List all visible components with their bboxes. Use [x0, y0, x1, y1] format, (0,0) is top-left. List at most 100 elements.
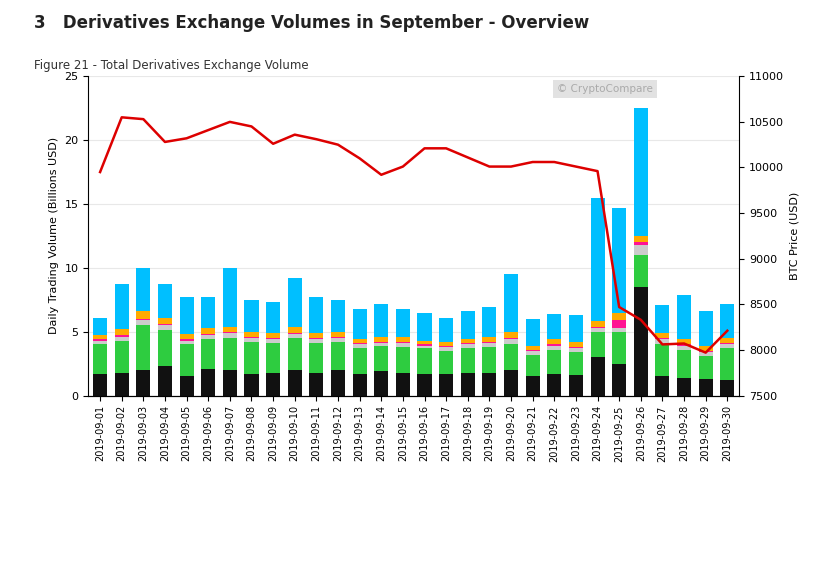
Bar	[180, 341, 194, 345]
Bar	[720, 303, 734, 338]
Bar	[633, 242, 648, 245]
Bar	[461, 343, 475, 345]
Bar	[417, 312, 432, 341]
Bar	[136, 325, 150, 370]
Bar	[331, 370, 345, 395]
Bar	[461, 345, 475, 348]
Text: © CryptoCompare: © CryptoCompare	[557, 84, 653, 94]
Bar	[677, 350, 691, 377]
Bar	[353, 348, 366, 374]
Bar	[482, 307, 496, 337]
Bar	[569, 348, 583, 352]
Bar	[115, 337, 129, 341]
Bar	[158, 325, 172, 331]
Bar	[331, 332, 345, 337]
Bar	[93, 341, 108, 345]
Bar	[612, 364, 626, 396]
Bar	[331, 338, 345, 342]
Bar	[417, 345, 432, 346]
Bar	[417, 346, 432, 348]
Bar	[266, 343, 281, 372]
Bar	[309, 372, 323, 396]
Bar	[655, 333, 669, 338]
Bar	[504, 338, 518, 340]
Bar	[526, 351, 539, 355]
Bar	[202, 369, 215, 395]
Bar	[461, 372, 475, 396]
Bar	[115, 336, 129, 337]
Bar	[375, 346, 388, 371]
Bar	[331, 337, 345, 338]
Bar	[158, 324, 172, 325]
Bar	[202, 336, 215, 340]
Bar	[720, 345, 734, 348]
Bar	[266, 372, 281, 396]
Bar	[699, 346, 712, 351]
Bar	[655, 376, 669, 396]
Bar	[136, 320, 150, 325]
Bar	[331, 299, 345, 332]
Bar	[288, 370, 302, 395]
Bar	[591, 198, 605, 321]
Text: Figure 21 - Total Derivatives Exchange Volume: Figure 21 - Total Derivatives Exchange V…	[34, 59, 308, 72]
Bar	[439, 374, 453, 396]
Bar	[655, 338, 669, 340]
Bar	[612, 208, 626, 312]
Bar	[720, 380, 734, 395]
Bar	[591, 327, 605, 328]
Bar	[482, 347, 496, 372]
Bar	[591, 328, 605, 332]
Bar	[633, 245, 648, 255]
Bar	[136, 370, 150, 395]
Bar	[417, 374, 432, 396]
Bar	[699, 351, 712, 352]
Bar	[547, 346, 561, 350]
Bar	[396, 342, 410, 343]
Bar	[353, 343, 366, 345]
Bar	[353, 374, 366, 396]
Bar	[591, 332, 605, 357]
Bar	[244, 337, 259, 338]
Bar	[612, 312, 626, 320]
Bar	[375, 371, 388, 396]
Bar	[136, 311, 150, 319]
Bar	[504, 345, 518, 370]
Bar	[699, 352, 712, 356]
Bar	[223, 268, 237, 327]
Bar	[223, 333, 237, 338]
Bar	[720, 348, 734, 380]
Bar	[504, 370, 518, 395]
Bar	[591, 321, 605, 327]
Bar	[526, 376, 539, 396]
Bar	[655, 340, 669, 345]
Bar	[396, 372, 410, 396]
Bar	[569, 347, 583, 348]
Bar	[591, 357, 605, 395]
Bar	[612, 332, 626, 364]
Bar	[655, 305, 669, 333]
Bar	[677, 377, 691, 395]
Bar	[353, 340, 366, 343]
Bar	[417, 348, 432, 374]
Bar	[136, 268, 150, 311]
Bar	[309, 338, 323, 340]
Bar	[633, 236, 648, 242]
Bar	[439, 342, 453, 346]
Bar	[375, 303, 388, 337]
Bar	[202, 340, 215, 369]
Bar	[180, 334, 194, 340]
Bar	[375, 343, 388, 346]
Bar	[223, 327, 237, 332]
Bar	[331, 342, 345, 370]
Bar	[461, 348, 475, 372]
Bar	[633, 108, 648, 236]
Bar	[180, 340, 194, 341]
Bar	[699, 311, 712, 346]
Y-axis label: BTC Price (USD): BTC Price (USD)	[790, 192, 800, 280]
Bar	[569, 342, 583, 347]
Bar	[158, 331, 172, 366]
Bar	[288, 338, 302, 370]
Bar	[93, 318, 108, 336]
Bar	[309, 340, 323, 343]
Bar	[93, 336, 108, 340]
